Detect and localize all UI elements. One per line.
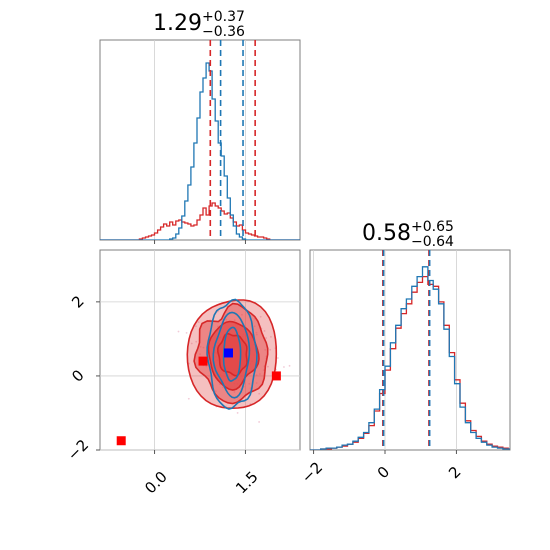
- scatter-point: [195, 340, 198, 343]
- panel-param1-grid: [154, 40, 246, 244]
- p1-series-0-step-line: [100, 202, 300, 240]
- panel-param2-title: 0.58 +0.65 −0.64: [362, 219, 454, 250]
- panel-param2-series: [310, 266, 510, 450]
- panel-param1-interval-lines: [209, 40, 256, 240]
- panel-joint-ytick-label-2: 2: [68, 292, 87, 311]
- scatter-point: [267, 365, 269, 368]
- param1-title-value: 1.29: [153, 11, 202, 36]
- panel-joint-blue-contours: [206, 298, 258, 410]
- panel-joint-grid: [100, 250, 300, 451]
- panel-param2-xtick-label-1: 0: [374, 463, 393, 482]
- scatter-point: [258, 421, 261, 423]
- marker-square-3: [116, 436, 126, 446]
- panel-param2-xtick-label-0: −2: [298, 458, 326, 486]
- panel-param1-histogram: [99, 39, 301, 244]
- scatter-point: [236, 412, 239, 414]
- blue-contour-level-2: [222, 326, 242, 382]
- param2-title-minus: −0.64: [411, 234, 454, 250]
- panel-param2-xtick-label-2: 2: [445, 463, 464, 482]
- panel-joint-markers: [116, 348, 281, 446]
- scatter-point: [258, 392, 261, 395]
- scatter-point: [197, 321, 200, 324]
- panel-param2-interval-lines: [382, 250, 431, 450]
- scatter-point: [265, 337, 268, 339]
- panel-param1-title: 1.29 +0.37 −0.36: [153, 9, 245, 40]
- panel-joint-xtick-label-1: 1.5: [232, 468, 262, 498]
- scatter-point: [259, 315, 262, 318]
- scatter-point: [269, 348, 272, 351]
- scatter-point: [288, 364, 291, 367]
- param1-title-plus: +0.37: [202, 9, 245, 25]
- scatter-point: [190, 342, 193, 345]
- scatter-point: [177, 330, 180, 333]
- scatter-point: [270, 335, 272, 338]
- panel-joint-ytick-label-0: −2: [64, 436, 92, 464]
- param2-title-value: 0.58: [362, 221, 411, 246]
- panel-param2-histogram: −2 0 2: [298, 249, 511, 487]
- panel-param1-frame: [99, 39, 301, 241]
- marker-square-0: [223, 348, 233, 358]
- panel-param2-grid: [313, 250, 457, 450]
- p3-series-1-step-line: [310, 266, 510, 450]
- panel-param2-ticks: −2 0 2: [298, 450, 465, 487]
- scatter-point: [195, 325, 197, 328]
- marker-square-2: [271, 371, 281, 381]
- marker-square-1: [198, 356, 208, 366]
- panel-joint-ytick-label-1: 0: [68, 366, 87, 385]
- panel-joint-xtick-label-0: 0.0: [141, 468, 171, 498]
- blue-contour-level-1: [212, 311, 251, 399]
- p1-series-1-step-line: [100, 62, 300, 240]
- panel-joint-contour: 0.0 1.5 −2 0 2: [64, 249, 301, 498]
- scatter-point: [276, 357, 279, 359]
- param1-title-minus: −0.36: [202, 24, 245, 40]
- blue-contour-level-0: [206, 298, 258, 410]
- panel-param2-frame: [309, 249, 511, 451]
- panel-param1-series: [100, 62, 300, 240]
- p3-series-0-step-line: [310, 275, 510, 450]
- param2-title-plus: +0.65: [411, 219, 454, 235]
- scatter-point: [283, 366, 285, 368]
- scatter-point: [263, 330, 266, 332]
- scatter-point: [187, 397, 190, 400]
- scatter-point: [185, 332, 188, 334]
